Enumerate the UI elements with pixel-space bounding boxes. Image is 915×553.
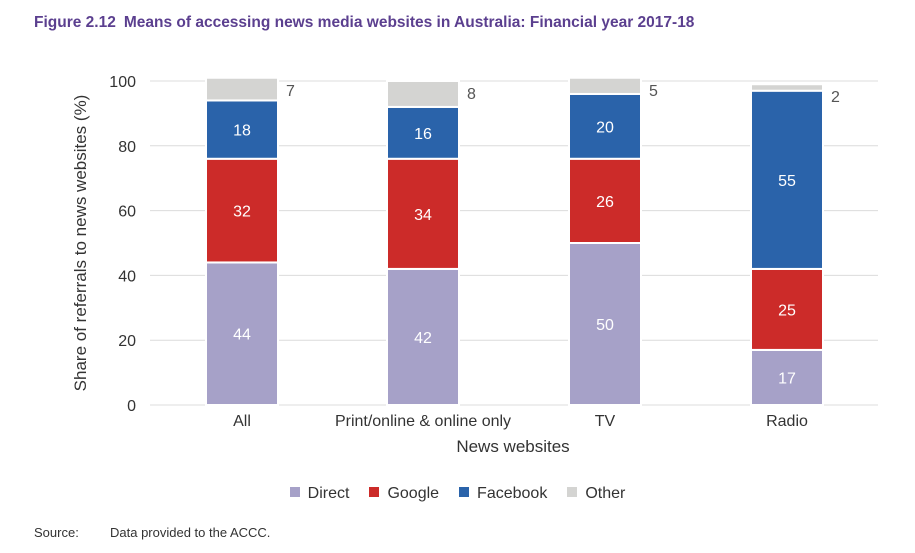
legend: Direct Google Facebook Other — [0, 485, 915, 503]
legend-swatch — [289, 487, 300, 497]
y-tick-label: 80 — [118, 139, 136, 156]
data-label: 18 — [233, 123, 251, 140]
x-tick-label: TV — [595, 413, 616, 430]
legend-item-direct: Direct — [289, 485, 350, 503]
y-tick-label: 40 — [118, 268, 136, 285]
data-label: 2 — [831, 89, 840, 106]
bar-segment-google — [568, 157, 642, 244]
data-label: 34 — [414, 207, 432, 224]
y-axis-label: Share of referrals to news websites (%) — [71, 95, 90, 392]
legend-swatch — [369, 487, 380, 497]
bar-segment-direct — [205, 261, 279, 406]
legend-label: Other — [585, 485, 626, 502]
y-tick-label: 0 — [127, 398, 136, 415]
data-label: 32 — [233, 204, 251, 221]
legend-label: Direct — [307, 485, 350, 502]
y-axis-ticks: 0 20 40 60 80 100 — [109, 74, 136, 415]
x-axis-label: News websites — [456, 437, 569, 456]
data-label: 26 — [596, 194, 614, 211]
data-label: 8 — [467, 86, 476, 103]
bar-segment-other — [205, 76, 279, 102]
data-label: 44 — [233, 327, 251, 344]
bar-segment-google — [750, 267, 824, 351]
legend-label: Google — [387, 485, 440, 502]
bar-segment-other — [750, 83, 824, 92]
y-tick-label: 20 — [118, 333, 136, 350]
x-tick-label: All — [233, 413, 251, 430]
figure-title-text: Means of accessing news media websites i… — [123, 14, 695, 31]
bars: 44 32 18 7 42 34 16 8 50 26 20 5 17 25 55 2 — [205, 76, 840, 407]
data-label: 7 — [286, 83, 295, 100]
figure-number: Figure 2.12 — [34, 14, 116, 31]
y-tick-label: 60 — [118, 204, 136, 221]
bar-segment-direct — [568, 242, 642, 406]
bar-segment-other — [568, 76, 642, 95]
x-tick-label: Radio — [766, 413, 808, 430]
bar-segment-facebook — [750, 89, 824, 270]
legend-item-facebook: Facebook — [459, 485, 547, 503]
x-axis-ticks: All Print/online & online only TV Radio — [233, 413, 808, 430]
bar-segment-other — [386, 80, 460, 108]
data-label: 17 — [778, 370, 796, 387]
figure-title: Figure 2.12 Means of accessing news media… — [34, 14, 694, 32]
stacked-bar-chart: 0 20 40 60 80 100 44 32 18 7 42 34 16 8 50 26 20 5 17 25 55… — [71, 74, 878, 456]
legend-label: Facebook — [477, 485, 548, 502]
data-label: 16 — [414, 126, 432, 143]
source-note: Source: Data provided to the ACCC. — [34, 525, 270, 540]
legend-swatch — [459, 487, 470, 497]
legend-item-other: Other — [567, 485, 625, 503]
data-label: 55 — [778, 173, 796, 190]
legend-item-google: Google — [369, 485, 439, 503]
source-text: Data provided to the ACCC. — [110, 525, 271, 540]
source-label: Source: — [34, 525, 79, 540]
legend-swatch — [567, 487, 578, 497]
x-tick-label: Print/online & online only — [335, 413, 511, 430]
data-label: 25 — [778, 302, 796, 319]
data-label: 5 — [649, 83, 658, 100]
data-label: 50 — [596, 317, 614, 334]
y-tick-label: 100 — [109, 74, 136, 91]
data-label: 42 — [414, 330, 432, 347]
bar-segment-facebook — [568, 92, 642, 160]
data-label: 20 — [596, 119, 614, 136]
